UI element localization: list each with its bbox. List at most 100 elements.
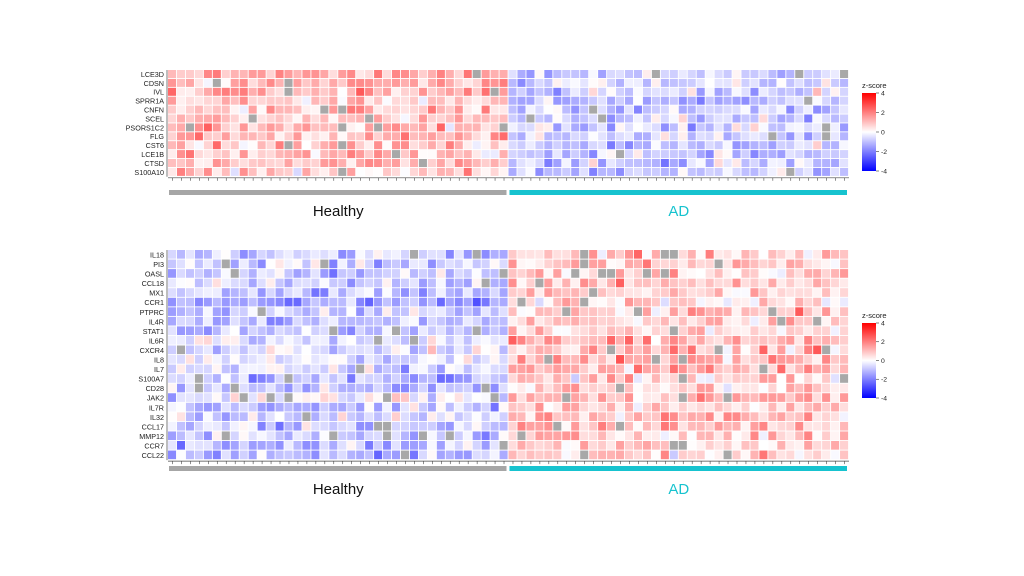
heatmap-cell: [580, 150, 589, 159]
heatmap-cell: [526, 412, 535, 421]
heatmap-cell: [257, 159, 266, 167]
heatmap-cell: [831, 78, 840, 87]
heatmap-cell: [840, 393, 849, 402]
heatmap-cell: [185, 364, 194, 374]
heatmap-cell: [257, 87, 266, 96]
heatmap-cell: [804, 159, 813, 167]
heatmap-cell: [526, 141, 535, 150]
heatmap-cell: [562, 96, 571, 105]
heatmap-cell: [795, 316, 804, 326]
heatmap-cell: [436, 70, 445, 78]
heatmap-cell: [723, 421, 732, 431]
heatmap-cell: [831, 383, 840, 393]
heatmap-cell: [472, 421, 481, 431]
heatmap-cell: [813, 393, 822, 402]
heatmap-cell: [517, 412, 526, 421]
heatmap-cell: [714, 412, 723, 421]
heatmap-cell: [759, 412, 768, 421]
heatmap-cell: [409, 402, 418, 412]
heatmap-cell: [580, 364, 589, 374]
heatmap-cell: [651, 105, 660, 114]
heatmap-cell: [607, 345, 616, 355]
heatmap-cell: [311, 335, 320, 345]
heatmap-cell: [176, 123, 186, 132]
heatmap-cell: [795, 159, 804, 167]
heatmap-cell: [212, 374, 221, 383]
heatmap-cell: [732, 167, 741, 176]
heatmap-cell: [705, 307, 714, 316]
heatmap-cell: [705, 87, 714, 96]
heatmap-cell: [481, 364, 490, 374]
heatmap-cell: [284, 132, 293, 141]
heatmap-cell: [669, 132, 678, 141]
heatmap-cell: [840, 345, 849, 355]
heatmap-cell: [526, 431, 535, 441]
heatmap-cell: [347, 259, 356, 269]
heatmap-cell: [230, 132, 239, 141]
heatmap-cell: [490, 345, 499, 355]
heatmap-cell: [445, 78, 454, 87]
heatmap-cell: [750, 70, 759, 78]
heatmap-cell: [607, 383, 616, 393]
heatmap-cell: [714, 278, 723, 288]
heatmap-cell: [580, 288, 589, 297]
heatmap-cell: [293, 278, 302, 288]
heatmap-cell: [741, 167, 750, 176]
row-label: S100A7: [138, 375, 164, 384]
heatmap-cell: [669, 150, 678, 159]
heatmap-cell: [365, 355, 374, 364]
heatmap-cell: [786, 412, 795, 421]
heatmap-cell: [454, 326, 463, 336]
heatmap-cell: [741, 335, 750, 345]
heatmap-cell: [831, 297, 840, 307]
heatmap-cell: [212, 288, 221, 297]
heatmap-cell: [302, 114, 311, 123]
heatmap-cell: [266, 355, 275, 364]
heatmap-cell: [436, 87, 445, 96]
heatmap-cell: [553, 114, 562, 123]
heatmap-cell: [723, 335, 732, 345]
heatmap-cell: [822, 297, 831, 307]
heatmap-cell: [427, 326, 436, 336]
heatmap-cell: [624, 87, 634, 96]
heatmap-cell: [642, 132, 651, 141]
heatmap-cell: [517, 141, 526, 150]
heatmap-cell: [705, 159, 714, 167]
group-label-healthy: Healthy: [313, 203, 364, 220]
heatmap-cell: [203, 307, 212, 316]
heatmap-cell: [302, 159, 311, 167]
heatmap-cell: [535, 307, 544, 316]
heatmap-cell: [409, 141, 418, 150]
heatmap-cell: [589, 141, 598, 150]
heatmap-cell: [266, 96, 275, 105]
heatmap-cell: [616, 159, 625, 167]
heatmap-cell: [589, 431, 598, 441]
heatmap-cell: [176, 450, 186, 460]
heatmap-cell: [508, 70, 517, 78]
row-label: IL7: [154, 365, 164, 374]
heatmap-cell: [813, 307, 822, 316]
heatmap-cell: [804, 374, 813, 383]
heatmap-cell: [642, 259, 651, 269]
heatmap-cell: [445, 105, 454, 114]
heatmap-cell: [463, 78, 472, 87]
heatmap-cell: [311, 78, 320, 87]
heatmap-cell: [302, 141, 311, 150]
heatmap-cell: [544, 123, 553, 132]
heatmap-cell: [257, 374, 266, 383]
heatmap-cell: [624, 355, 634, 364]
heatmap-cell: [598, 355, 607, 364]
heatmap-cell: [624, 374, 634, 383]
heatmap-cell: [616, 278, 625, 288]
heatmap-cell: [185, 96, 194, 105]
heatmap-cell: [777, 441, 786, 450]
heatmap-cell: [230, 383, 239, 393]
heatmap-cell: [624, 70, 634, 78]
heatmap-cell: [804, 345, 813, 355]
heatmap-cell: [248, 450, 257, 460]
heatmap-cell: [257, 345, 266, 355]
heatmap-cell: [311, 132, 320, 141]
heatmap-cell: [400, 132, 410, 141]
heatmap-cell: [275, 316, 284, 326]
heatmap-cell: [687, 402, 696, 412]
